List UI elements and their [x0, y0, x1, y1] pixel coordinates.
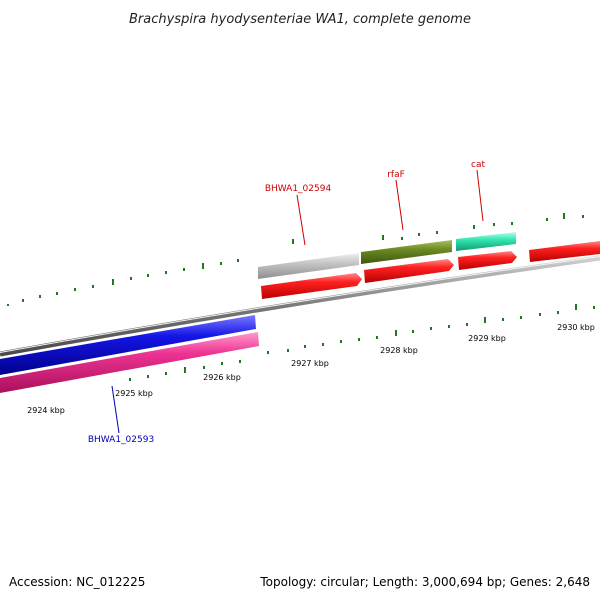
scale-label-2930: 2930 kbp [557, 323, 595, 332]
cds-BHWA1_02593[interactable] [0, 332, 259, 393]
cds-next[interactable] [529, 241, 600, 262]
bottom-strand-ticks [129, 304, 595, 381]
scale-label-2927: 2927 kbp [291, 359, 329, 368]
cds-rfaF[interactable] [364, 259, 454, 283]
scale-label-2925: 2925 kbp [115, 389, 153, 398]
scale-label-2924: 2924 kbp [27, 406, 65, 415]
gene-BHWA1_02594[interactable] [258, 253, 359, 279]
scale-label-2926: 2926 kbp [203, 373, 241, 382]
gene-label-BHWA1_02593: BHWA1_02593 [88, 435, 154, 445]
accession-text: Accession: NC_012225 [9, 575, 145, 589]
scale-label-2928: 2928 kbp [380, 346, 418, 355]
gene-label-cat: cat [471, 160, 485, 170]
cds-cat[interactable] [458, 251, 517, 270]
scale-label-2929: 2929 kbp [468, 334, 506, 343]
gene-label-lines [111, 169, 484, 434]
gene-rfaF[interactable] [361, 240, 452, 264]
gene-label-BHWA1_02594: BHWA1_02594 [265, 184, 332, 194]
top-strand-ticks [7, 213, 584, 306]
genome-summary-text: Topology: circular; Length: 3,000,694 bp… [259, 575, 590, 589]
gene-cat[interactable] [456, 232, 516, 251]
gene-BHWA1_02593[interactable] [0, 315, 256, 375]
gene-label-rfaF: rfaF [387, 170, 405, 180]
genome-backbone [0, 255, 600, 357]
cds-BHWA1_02594[interactable] [261, 273, 362, 299]
map-title: Brachyspira hyodysenteriae WA1, complete… [129, 12, 471, 27]
